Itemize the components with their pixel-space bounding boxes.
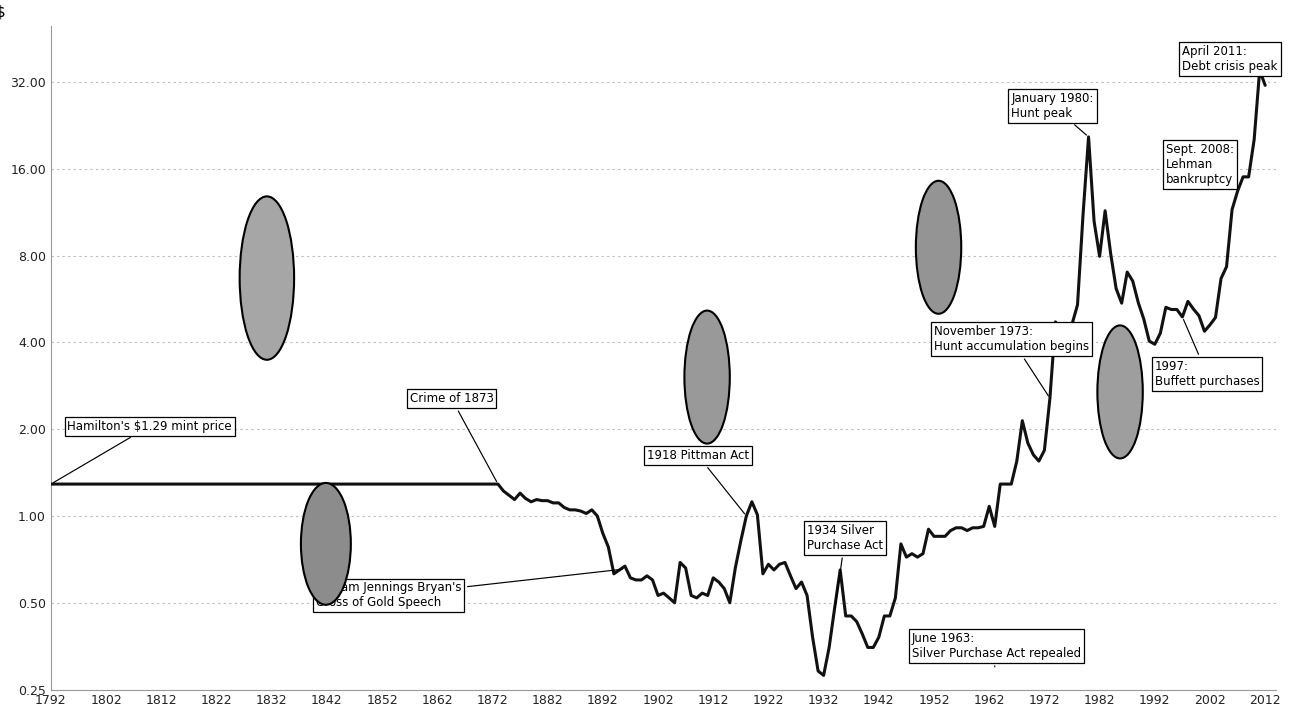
- Text: 1934 Silver
Purchase Act: 1934 Silver Purchase Act: [807, 524, 883, 607]
- Text: William Jennings Bryan's
Cross of Gold Speech: William Jennings Bryan's Cross of Gold S…: [316, 569, 623, 610]
- Text: June 1963:
Silver Purchase Act repealed: June 1963: Silver Purchase Act repealed: [911, 632, 1082, 667]
- Text: April 2011:
Debt crisis peak: April 2011: Debt crisis peak: [1183, 45, 1278, 73]
- Ellipse shape: [239, 196, 294, 360]
- Ellipse shape: [300, 483, 351, 605]
- Text: Sept. 2008:
Lehman
bankruptcy: Sept. 2008: Lehman bankruptcy: [1166, 143, 1240, 186]
- Text: 1997:
Buffett purchases: 1997: Buffett purchases: [1154, 319, 1260, 389]
- Text: Crime of 1873: Crime of 1873: [410, 392, 497, 482]
- Text: 1918 Pittman Act: 1918 Pittman Act: [647, 449, 749, 514]
- Ellipse shape: [1097, 325, 1143, 458]
- Text: January 1980:
Hunt peak: January 1980: Hunt peak: [1011, 91, 1093, 135]
- Text: November 1973:
Hunt accumulation begins: November 1973: Hunt accumulation begins: [933, 325, 1089, 396]
- Text: Hamilton's $1.29 mint price: Hamilton's $1.29 mint price: [53, 419, 233, 483]
- Ellipse shape: [916, 181, 961, 314]
- Text: $: $: [0, 4, 5, 19]
- Ellipse shape: [684, 311, 729, 443]
